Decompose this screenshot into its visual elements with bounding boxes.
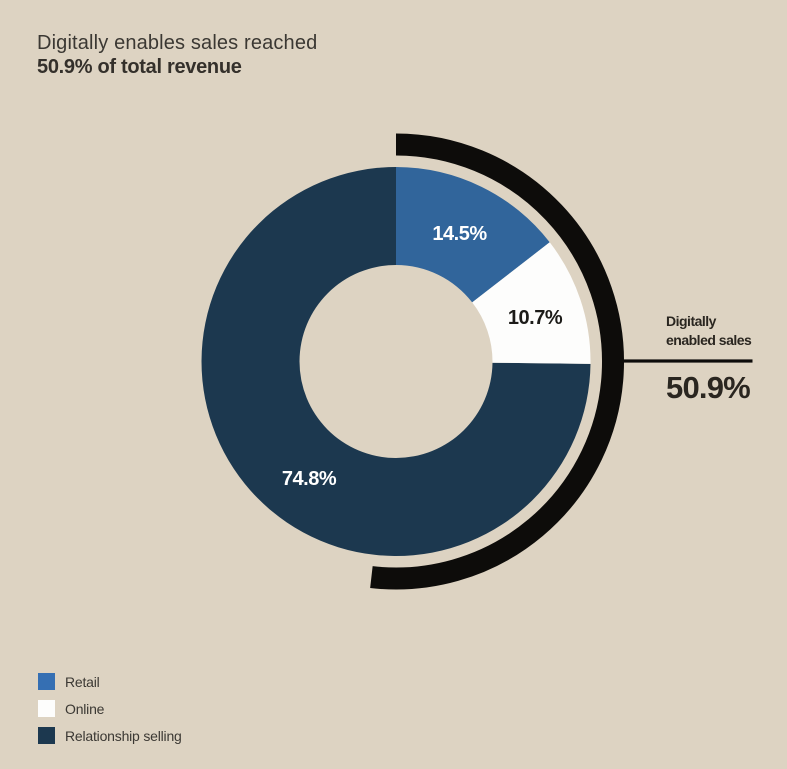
svg-text:14.5%: 14.5% <box>432 223 487 245</box>
svg-text:10.7%: 10.7% <box>508 307 563 329</box>
svg-text:74.8%: 74.8% <box>282 468 337 490</box>
